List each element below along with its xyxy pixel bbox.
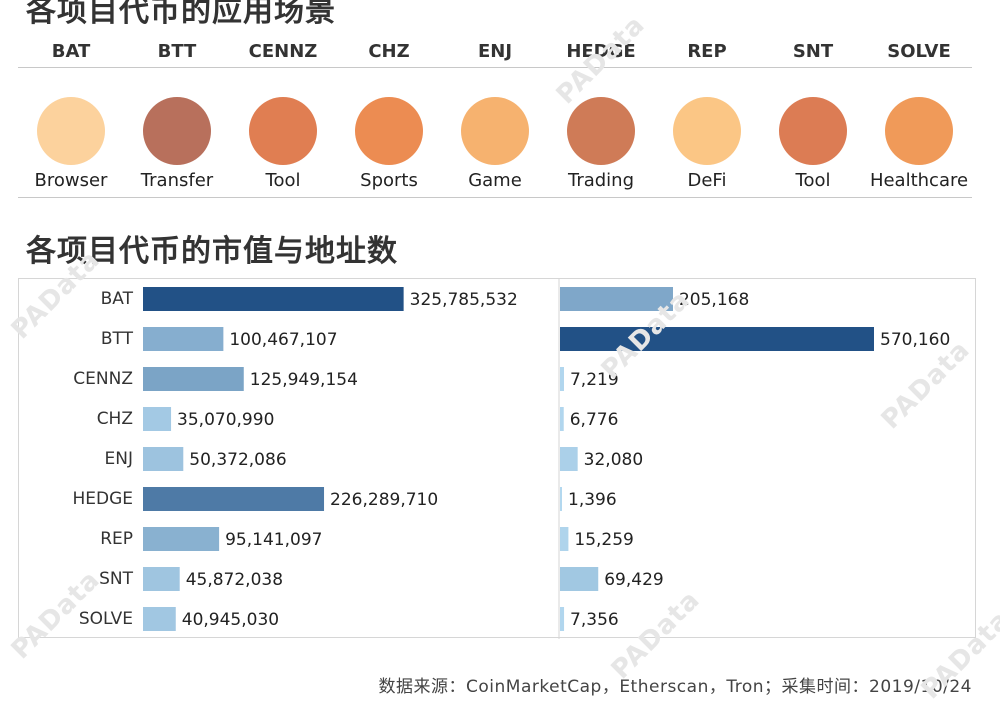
chart-title-applications: 各项目代币的应用场景 <box>26 0 336 29</box>
data-label: 7,356 <box>570 610 619 630</box>
application-circle <box>673 97 741 165</box>
token-name: SOLVE <box>887 41 951 62</box>
application-label: Tool <box>795 170 831 191</box>
application-label: Transfer <box>140 170 214 191</box>
data-label: 15,259 <box>574 530 633 550</box>
data-label: 7,219 <box>570 370 619 390</box>
token-name: ENJ <box>477 41 513 62</box>
category-label: SOLVE <box>79 609 133 629</box>
source-footnote: 数据来源：CoinMarketCap，Etherscan，Tron；采集时间：2… <box>378 677 972 697</box>
data-label: 32,080 <box>584 450 643 470</box>
token-name: BTT <box>157 41 197 62</box>
token-name: REP <box>687 41 727 62</box>
data-label: 45,872,038 <box>186 570 283 590</box>
data-label: 125,949,154 <box>250 370 358 390</box>
bar <box>143 407 172 431</box>
bar <box>560 287 673 311</box>
bar <box>560 407 564 431</box>
bar <box>143 447 184 471</box>
bar-chart: BAT BTT CENNZ CHZ ENJ HEDGE REP SNT SOLVE 325,785… <box>72 279 950 639</box>
token-name: BAT <box>51 41 91 62</box>
data-label: 6,776 <box>570 410 619 430</box>
application-label: Tool <box>265 170 301 191</box>
data-label: 95,141,097 <box>225 530 322 550</box>
data-label: 325,785,532 <box>410 290 518 310</box>
token-name: SNT <box>792 41 834 62</box>
bar <box>560 327 874 351</box>
category-label: BAT <box>101 289 134 309</box>
category-label: REP <box>100 529 133 549</box>
bar <box>143 367 244 391</box>
bar <box>143 527 220 551</box>
application-circle <box>779 97 847 165</box>
data-label: 40,945,030 <box>182 610 279 630</box>
bar <box>560 527 569 551</box>
application-label: Sports <box>360 170 418 191</box>
chart-title-market-cap-addresses: 各项目代币的市值与地址数 <box>26 234 398 269</box>
application-circle <box>355 97 423 165</box>
bar <box>143 287 404 311</box>
category-label: CHZ <box>97 409 133 429</box>
bar <box>560 567 599 591</box>
application-label: Game <box>468 170 522 191</box>
application-label: Trading <box>567 170 635 191</box>
token-name: CENNZ <box>248 41 318 62</box>
bar <box>560 447 578 471</box>
category-label: CENNZ <box>73 369 133 389</box>
data-label: 35,070,990 <box>177 410 274 430</box>
category-label: BTT <box>101 329 134 349</box>
data-label: 50,372,086 <box>189 450 286 470</box>
application-circle <box>567 97 635 165</box>
token-name: HEDGE <box>566 41 636 62</box>
data-label: 205,168 <box>679 290 749 310</box>
divider <box>18 67 972 68</box>
bar <box>560 607 565 631</box>
application-circle <box>249 97 317 165</box>
data-label: 226,289,710 <box>330 490 438 510</box>
bar-chart-frame: BAT BTT CENNZ CHZ ENJ HEDGE REP SNT SOLVE 325,785… <box>18 278 976 639</box>
bar <box>143 487 325 511</box>
bar <box>143 327 224 351</box>
bar <box>143 567 180 591</box>
application-label: DeFi <box>687 170 727 191</box>
divider <box>18 197 972 198</box>
category-label: HEDGE <box>72 489 133 509</box>
data-label: 100,467,107 <box>229 330 337 350</box>
application-label: Healthcare <box>869 170 969 191</box>
application-circle <box>461 97 529 165</box>
token-name: CHZ <box>368 41 410 62</box>
data-label: 570,160 <box>880 330 950 350</box>
bar <box>143 607 176 631</box>
data-label: 1,396 <box>568 490 617 510</box>
application-label: Browser <box>34 170 108 191</box>
application-circle <box>885 97 953 165</box>
data-label: 69,429 <box>604 570 663 590</box>
application-circle <box>143 97 211 165</box>
bar <box>560 487 562 511</box>
category-label: ENJ <box>105 449 133 469</box>
application-circle <box>37 97 105 165</box>
bar <box>560 367 564 391</box>
category-label: SNT <box>99 569 134 589</box>
